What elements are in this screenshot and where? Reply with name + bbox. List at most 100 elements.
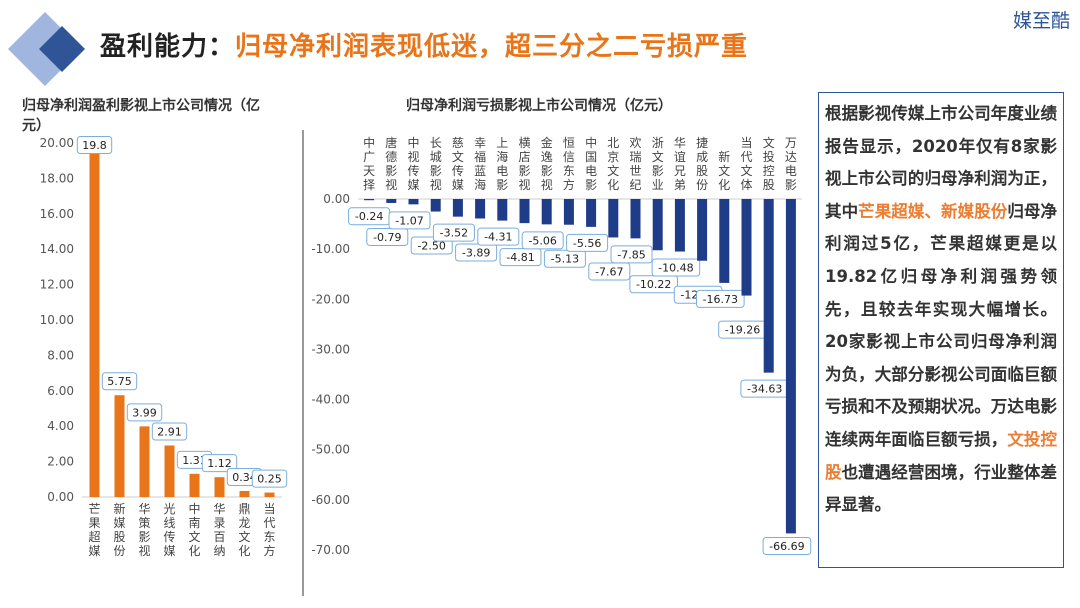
chart1-category-label: 华策影视 [138, 502, 150, 558]
chart1-y-tick: 0.00 [47, 490, 74, 504]
svg-text:-19.26: -19.26 [725, 324, 760, 337]
brand-logo: 媒至酷 [1012, 10, 1070, 32]
chart2-data-label: -19.26 [718, 320, 767, 339]
chart2-bar [697, 199, 708, 261]
svg-text:-4.81: -4.81 [506, 251, 534, 264]
chart2-bar [630, 199, 641, 239]
chart2-category-label: 北京文化 [607, 136, 619, 192]
chart1-title: 归母净利润盈利影视上市公司情况（亿元） [22, 97, 260, 134]
chart2-data-label: -5.56 [566, 233, 609, 252]
chart1-bar [139, 426, 150, 497]
header-decoration [8, 12, 85, 86]
svg-text:-7.85: -7.85 [617, 248, 645, 261]
svg-text:-0.24: -0.24 [355, 210, 383, 223]
chart1-y-tick: 16.00 [40, 207, 74, 221]
chart2-y-tick: -60.00 [311, 493, 350, 507]
svg-text:-5.13: -5.13 [551, 253, 579, 266]
chart1-data-label: 3.99 [126, 403, 163, 422]
svg-text:1.31: 1.31 [182, 454, 207, 467]
svg-text:0.25: 0.25 [257, 473, 282, 486]
chart1-bar [264, 492, 275, 497]
chart1-y-tick: 2.00 [47, 455, 74, 469]
svg-text:-0.79: -0.79 [373, 231, 401, 244]
chart2-bar [408, 199, 419, 205]
chart1-y-tick: 12.00 [40, 278, 74, 292]
chart2-category-label: 万达电影 [785, 136, 797, 192]
svg-text:-5.56: -5.56 [573, 237, 601, 250]
chart2-category-label: 金逸影视 [541, 135, 553, 192]
chart1-category-label: 新媒股份 [113, 501, 125, 558]
chart1-y-tick: 10.00 [40, 313, 74, 327]
chart1-y-tick: 20.00 [40, 136, 74, 150]
chart2-data-label: -4.81 [499, 248, 542, 267]
chart2-category-label: 欢瑞世纪 [629, 135, 641, 192]
chart1-category-label: 当代东方 [263, 502, 275, 558]
chart1-y-tick: 8.00 [47, 348, 74, 362]
svg-text:3.99: 3.99 [132, 406, 157, 419]
chart2-bar [519, 199, 530, 224]
chart2-bar [364, 199, 375, 201]
chart1-y-tick: 18.00 [40, 171, 74, 185]
chart2-data-label: -10.22 [629, 275, 679, 294]
chart2-category-label: 捷成股份 [696, 136, 708, 192]
chart2-data-label: -3.52 [432, 223, 475, 242]
svg-text:-3.52: -3.52 [440, 227, 468, 240]
chart2-data-label: -7.67 [588, 262, 631, 281]
chart1-bar [239, 490, 250, 497]
chart2-bar [475, 199, 486, 219]
chart2-data-label: -10.48 [651, 258, 701, 277]
chart2-bar [608, 199, 619, 238]
chart2-data-label: -0.24 [348, 207, 391, 226]
chart2-y-tick: -20.00 [311, 292, 350, 306]
chart2-data-label: -3.89 [455, 243, 498, 262]
chart2-data-label: -5.13 [543, 249, 586, 268]
chart2-data-label: -34.63 [740, 379, 790, 398]
chart1-bar [189, 473, 200, 497]
svg-text:-4.31: -4.31 [484, 231, 512, 244]
chart2-category-label: 浙文影业 [652, 136, 664, 192]
chart2-bar [719, 199, 730, 283]
svg-text:-7.67: -7.67 [595, 265, 623, 278]
chart2-data-label: -0.79 [366, 227, 409, 246]
chart2-data-label: -66.69 [762, 537, 812, 555]
svg-text:-34.63: -34.63 [747, 383, 782, 396]
chart2-category-label: 文投控股 [763, 135, 775, 192]
svg-text:5.75: 5.75 [107, 375, 132, 388]
chart1-data-label: 1.12 [201, 454, 238, 473]
chart2-bar [741, 199, 752, 296]
chart2-category-label: 中国电影 [585, 135, 597, 192]
svg-text:-1.07: -1.07 [395, 214, 423, 227]
summary-highlight-2: 文投控股 [825, 429, 1058, 482]
chart2-y-tick: -10.00 [311, 242, 350, 256]
svg-text:1.12: 1.12 [207, 457, 232, 470]
chart2-category-label: 中广天择 [363, 135, 375, 192]
page-title: 盈利能力：归母净利润表现低迷，超三分之二亏损严重 [100, 32, 749, 62]
chart2-bar [497, 199, 508, 221]
chart1-bar [114, 395, 125, 497]
chart2-category-label: 华谊兄弟 [674, 136, 686, 192]
chart2-category-label: 幸福蓝海 [474, 136, 486, 192]
summary-textbox: 根据影视传媒上市公司年度业绩报告显示，2020年仅有8家影视上市公司的归母净利润… [818, 92, 1064, 568]
chart2-bar [430, 199, 441, 212]
chart2-category-label: 新文化 [718, 149, 730, 192]
chart1-y-tick: 6.00 [47, 384, 74, 398]
chart1-bar [214, 477, 225, 497]
chart2-bar [563, 199, 574, 225]
chart1-category-label: 鼎龙文化 [238, 502, 250, 558]
svg-text:-10.22: -10.22 [636, 278, 671, 291]
chart2-y-tick: 0.00 [323, 192, 350, 206]
chart1-data-label: 19.8 [76, 136, 113, 154]
chart1-data-label: 2.91 [151, 422, 188, 441]
chart2-bar [541, 199, 552, 225]
summary-highlight-1: 芒果超媒、新媒股份 [858, 201, 1008, 221]
summary-text-1: 根据影视传媒上市公司年度业绩报告显示，2020年仅有8家影视上市公司的归母净利润… [825, 104, 1057, 221]
svg-text:19.8: 19.8 [82, 139, 107, 152]
chart2-data-label: -4.31 [477, 227, 520, 246]
chart1-category-label: 华录百纳 [213, 502, 225, 558]
chart2-y-tick: -70.00 [311, 543, 350, 557]
chart1-category-label: 芒果超媒 [88, 501, 100, 558]
chart2-bar [763, 199, 774, 373]
chart2-data-label: -16.73 [696, 289, 745, 308]
chart2-y-tick: -30.00 [311, 342, 350, 356]
